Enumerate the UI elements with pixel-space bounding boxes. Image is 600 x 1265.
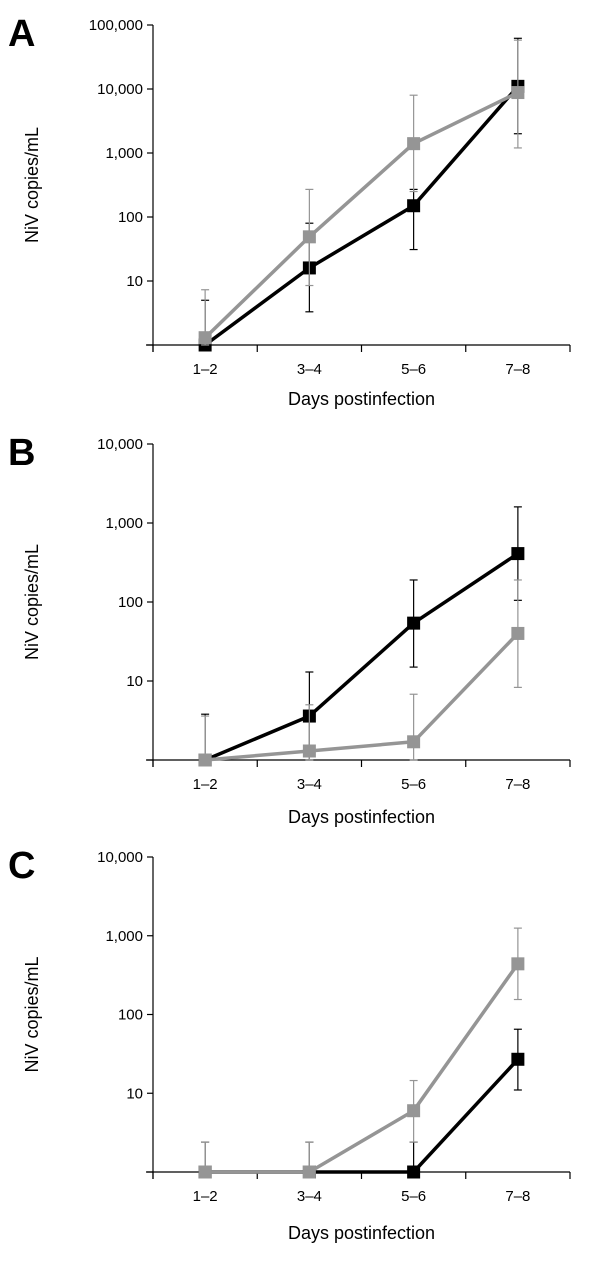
panel-letter: A xyxy=(8,13,35,55)
y-tick-label: 1,000 xyxy=(105,515,143,532)
data-point xyxy=(302,1165,316,1179)
x-tick-label: 1–2 xyxy=(193,1188,218,1205)
series-line xyxy=(204,632,520,762)
chart-panel-b: B 10 100 1,000 10,000 1–2 3–4 5–6 7–8 Days postin… xyxy=(8,432,571,827)
y-tick-label: 10,000 xyxy=(97,81,143,98)
data-point xyxy=(407,616,421,630)
series-line xyxy=(205,962,520,1174)
x-tick-label: 1–2 xyxy=(193,776,218,793)
data-point xyxy=(407,1165,421,1179)
panel-letter: B xyxy=(8,432,35,474)
y-tick-label: 10 xyxy=(126,273,143,290)
x-axis-title: Days postinfection xyxy=(288,389,435,409)
x-axis-title: Days postinfection xyxy=(288,1223,435,1243)
x-tick-label: 5–6 xyxy=(401,361,426,378)
x-axis-title: Days postinfection xyxy=(288,807,435,827)
y-tick-label: 10 xyxy=(126,1085,143,1102)
x-tick-label: 7–8 xyxy=(505,1188,530,1205)
y-axis-title: NiV copies/mL xyxy=(22,544,42,660)
data-point xyxy=(511,626,525,640)
data-point xyxy=(407,199,421,213)
y-tick-label: 10 xyxy=(126,673,143,690)
data-point xyxy=(302,744,316,758)
data-point xyxy=(407,735,421,749)
series-2 xyxy=(198,579,525,767)
series-line xyxy=(204,85,520,347)
y-tick-label: 100,000 xyxy=(89,17,143,34)
data-point xyxy=(198,331,212,345)
y-tick-label: 100 xyxy=(118,1007,143,1024)
y-tick-label: 10,000 xyxy=(97,436,143,453)
series-1 xyxy=(198,37,525,352)
x-tick-label: 3–4 xyxy=(297,776,322,793)
x-tick-label: 3–4 xyxy=(297,361,322,378)
data-point xyxy=(511,1052,525,1066)
series-2 xyxy=(198,927,525,1179)
y-tick-label: 100 xyxy=(118,594,143,611)
y-axis-title: NiV copies/mL xyxy=(22,956,42,1072)
data-point xyxy=(198,753,212,767)
data-point xyxy=(302,230,316,244)
x-tick-label: 1–2 xyxy=(193,361,218,378)
x-tick-label: 5–6 xyxy=(401,776,426,793)
series-1 xyxy=(198,506,525,767)
x-tick-label: 7–8 xyxy=(505,361,530,378)
series-1 xyxy=(198,1028,525,1179)
chart-panel-a: A 10 100 1,000 10,000 100,000 1–2 3–4 5–6 7–8 Days… xyxy=(8,13,571,409)
x-tick-label: 3–4 xyxy=(297,1188,322,1205)
data-point xyxy=(407,1104,421,1118)
x-tick-label: 7–8 xyxy=(505,776,530,793)
chart-panel-c: C 10 100 1,000 10,000 1–2 3–4 5–6 7–8 Days postin… xyxy=(8,845,571,1243)
panel-letter: C xyxy=(8,845,35,887)
data-point xyxy=(198,1165,212,1179)
data-point xyxy=(511,957,525,971)
data-point xyxy=(407,137,421,151)
series-2 xyxy=(198,39,525,346)
y-tick-label: 10,000 xyxy=(97,849,143,866)
y-tick-label: 100 xyxy=(118,209,143,226)
series-line xyxy=(203,91,519,339)
series-line xyxy=(204,552,519,762)
data-point xyxy=(511,547,525,561)
y-tick-label: 1,000 xyxy=(105,145,143,162)
data-point xyxy=(511,86,525,100)
series-line xyxy=(205,1058,520,1174)
y-axis-title: NiV copies/mL xyxy=(22,127,42,243)
x-tick-label: 5–6 xyxy=(401,1188,426,1205)
y-tick-label: 1,000 xyxy=(105,928,143,945)
